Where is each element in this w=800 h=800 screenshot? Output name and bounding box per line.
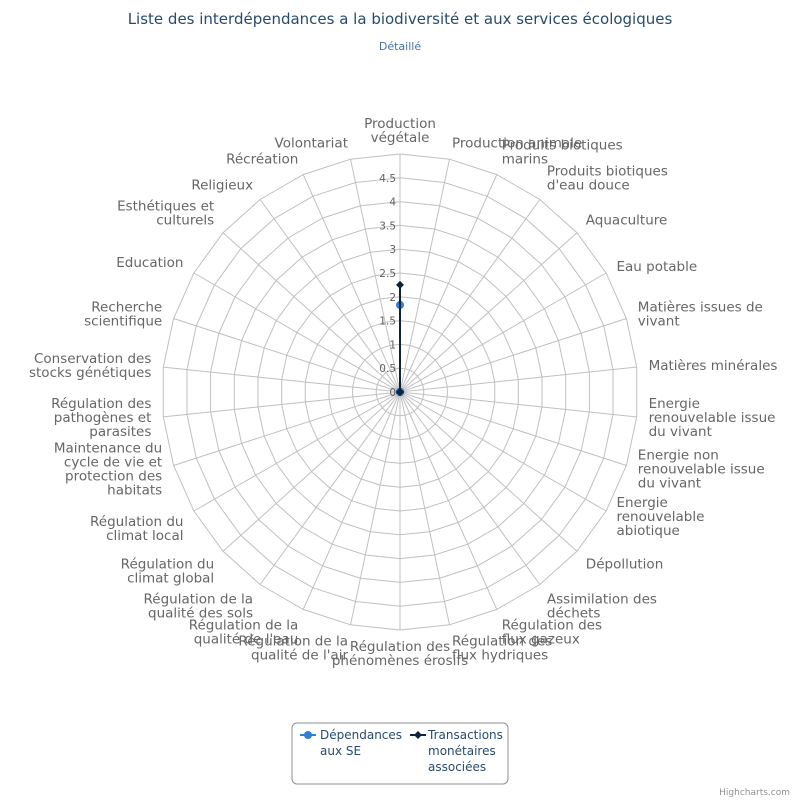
grid-spoke <box>302 391 401 610</box>
legend-item-dependances[interactable]: Dépendances aux SE <box>300 728 406 758</box>
grid-spoke <box>399 318 627 393</box>
legend-label-transactions: Transactions monétaires associées <box>427 728 507 774</box>
y-tick-label: 0 <box>389 387 396 399</box>
category-label: Matières issues de vivant <box>638 300 763 330</box>
grid-spoke <box>399 199 541 393</box>
grid-spoke <box>259 199 401 393</box>
credits-link[interactable]: Highcharts.com <box>719 788 790 798</box>
legend-marker-circle-icon <box>304 731 312 739</box>
chart-title: Liste des interdépendances a la biodiver… <box>128 10 673 28</box>
category-label: Régulation des pathogènes et parasites <box>51 396 151 440</box>
grid-spoke <box>399 159 450 393</box>
category-label: Volontariat <box>275 136 348 152</box>
grid-spoke <box>399 391 578 552</box>
grid-spoke <box>193 272 401 393</box>
grid-spoke <box>259 391 401 585</box>
grid-spoke <box>399 232 578 393</box>
grid-spoke <box>350 159 401 393</box>
category-label: Produits biotiques marins <box>502 138 623 168</box>
grid-spoke <box>173 318 401 393</box>
grid-spoke <box>399 174 498 393</box>
grid-spoke <box>302 174 401 393</box>
category-label: Production animale <box>452 136 582 152</box>
category-labels: Production végétale Production animaleProd… <box>29 116 777 669</box>
y-tick-label: 2 <box>389 292 396 304</box>
category-label: Dépollution <box>586 556 663 572</box>
grid-spoke <box>163 391 401 418</box>
category-label: Recherche scientifique <box>84 300 162 330</box>
category-label: Régulation du climat global <box>121 556 215 586</box>
grid-spoke <box>399 391 607 512</box>
grid-spoke <box>399 391 637 418</box>
legend-marker-diamond-icon <box>414 731 422 739</box>
y-tick-label: 1.5 <box>379 316 396 328</box>
legend-label-line: Dépendances <box>320 728 402 742</box>
category-label: Régulation des phénomènes érosifs <box>332 639 468 669</box>
grid-spoke <box>173 391 401 466</box>
category-label: Education <box>116 255 183 271</box>
polar-grid <box>162 153 638 631</box>
category-label: Production végétale <box>364 116 436 146</box>
grid-spoke <box>399 391 541 585</box>
category-label: Maintenance du cycle de vie et protection … <box>54 440 162 498</box>
legend-label-line: associées <box>428 760 486 774</box>
grid-spoke <box>222 232 401 393</box>
data-point-diamond[interactable] <box>396 388 404 396</box>
category-label: Energie non renouvelable issue du vivant <box>638 447 765 491</box>
y-tick-label: 4 <box>389 197 396 209</box>
category-label: Eau potable <box>617 259 698 275</box>
y-tick-label: 2.5 <box>379 268 396 280</box>
category-label: Régulation de la qualité de l'air <box>238 634 348 664</box>
category-label: Conservation des stocks génétiques <box>29 351 151 381</box>
grid-spoke <box>193 391 401 512</box>
y-tick-label: 3 <box>389 244 396 256</box>
grid-spoke <box>399 391 627 466</box>
legend-label-line: Transactions <box>427 728 503 742</box>
grid-spoke <box>399 391 450 625</box>
grid-spoke <box>163 366 401 393</box>
y-tick-label: 1 <box>389 339 396 351</box>
category-label: Produits biotiques d'eau douce <box>547 164 668 194</box>
legend: Dépendances aux SE Transactions monétair… <box>291 722 509 785</box>
category-label: Energie renouvelable issue du vivant <box>649 396 776 440</box>
category-label: Régulation des flux gazeux <box>502 617 602 647</box>
category-label: Récréation <box>226 152 298 168</box>
grid-spoke <box>350 391 401 625</box>
y-axis-ticks: 0 0.5 1 1.5 2 2.5 3 3.5 4 4.5 <box>379 173 396 399</box>
category-label: Assimilation des déchets <box>547 591 657 621</box>
y-tick-label: 3.5 <box>379 220 396 232</box>
category-label: Régulation de la qualité de l'eau <box>189 617 299 647</box>
category-label: Esthétiques et culturels <box>117 199 214 229</box>
chart-subtitle: Détaillé <box>379 40 421 53</box>
grid-spoke <box>399 272 607 393</box>
y-tick-label: 0.5 <box>379 363 396 375</box>
legend-label-dependances: Dépendances aux SE <box>320 728 406 758</box>
category-label: Religieux <box>191 178 253 194</box>
grid-spoke <box>399 366 637 393</box>
legend-label-line: aux SE <box>320 744 361 758</box>
category-label: Matières minérales <box>649 358 778 374</box>
legend-box <box>291 722 509 785</box>
grid-spoke <box>399 391 498 610</box>
legend-item-transactions[interactable]: Transactions monétaires associées <box>410 728 507 774</box>
y-tick-label: 4.5 <box>379 173 396 185</box>
category-label: Régulation du climat local <box>90 514 184 544</box>
series-group <box>396 280 404 396</box>
grid-spoke <box>222 391 401 552</box>
legend-label-line: monétaires <box>428 744 496 758</box>
category-label: Régulation des flux hydriques <box>452 634 552 664</box>
category-label: Energie renouvelable abiotique <box>617 495 705 539</box>
category-label: Aquaculture <box>586 213 668 229</box>
data-point-diamond[interactable] <box>396 280 404 289</box>
category-label: Régulation de la qualité des sols <box>144 591 254 621</box>
